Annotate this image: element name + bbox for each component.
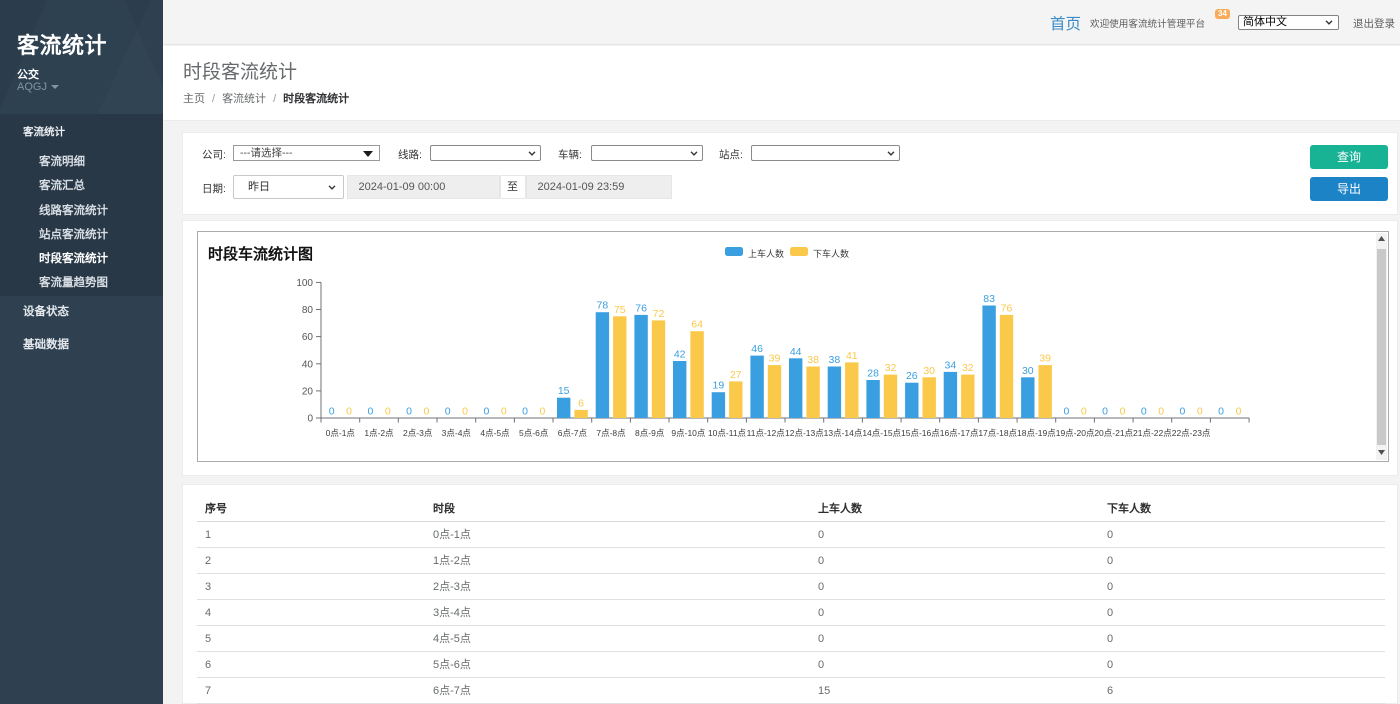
svg-text:2点-3点: 2点-3点 <box>403 428 433 438</box>
svg-text:30: 30 <box>1022 365 1034 377</box>
svg-text:0: 0 <box>501 406 507 418</box>
svg-text:38: 38 <box>807 354 819 366</box>
svg-text:5点-6点: 5点-6点 <box>519 428 549 438</box>
svg-text:75: 75 <box>614 304 626 316</box>
svg-text:28: 28 <box>867 368 879 380</box>
svg-text:17点-18点: 17点-18点 <box>978 428 1017 438</box>
svg-text:4点-5点: 4点-5点 <box>480 428 510 438</box>
svg-text:32: 32 <box>885 362 897 374</box>
svg-text:21点-22点: 21点-22点 <box>1133 428 1172 438</box>
svg-text:20: 20 <box>302 386 314 397</box>
svg-text:6点-7点: 6点-7点 <box>558 428 588 438</box>
svg-text:0: 0 <box>385 406 391 418</box>
svg-text:0: 0 <box>1063 406 1069 418</box>
svg-text:0: 0 <box>367 406 373 418</box>
svg-text:8点-9点: 8点-9点 <box>635 428 665 438</box>
svg-text:0: 0 <box>1197 406 1203 418</box>
svg-text:1点-2点: 1点-2点 <box>364 428 394 438</box>
svg-text:19: 19 <box>713 380 725 392</box>
svg-text:42: 42 <box>674 349 686 361</box>
svg-text:60: 60 <box>302 332 314 343</box>
svg-text:0: 0 <box>406 406 412 418</box>
svg-text:0: 0 <box>522 406 528 418</box>
svg-text:83: 83 <box>983 293 995 305</box>
svg-text:16点-17点: 16点-17点 <box>940 428 979 438</box>
svg-text:0: 0 <box>1102 406 1108 418</box>
svg-text:100: 100 <box>296 278 313 289</box>
svg-text:72: 72 <box>653 308 665 320</box>
svg-text:15点-16点: 15点-16点 <box>901 428 940 438</box>
svg-text:0: 0 <box>1236 406 1242 418</box>
svg-text:11点-12点: 11点-12点 <box>747 428 786 438</box>
svg-text:64: 64 <box>691 319 703 331</box>
svg-text:80: 80 <box>302 305 314 316</box>
svg-text:0: 0 <box>1179 406 1185 418</box>
svg-text:9点-10点: 9点-10点 <box>671 428 706 438</box>
svg-text:7点-8点: 7点-8点 <box>596 428 626 438</box>
svg-text:34: 34 <box>945 359 957 371</box>
svg-text:18点-19点: 18点-19点 <box>1017 428 1056 438</box>
svg-text:3点-4点: 3点-4点 <box>442 428 472 438</box>
svg-text:78: 78 <box>597 300 609 312</box>
svg-text:0: 0 <box>346 406 352 418</box>
svg-text:39: 39 <box>1039 353 1051 365</box>
svg-text:0: 0 <box>445 406 451 418</box>
svg-text:0: 0 <box>1218 406 1224 418</box>
svg-text:0: 0 <box>1158 406 1164 418</box>
svg-text:20点-21点: 20点-21点 <box>1094 428 1133 438</box>
svg-text:44: 44 <box>790 346 802 358</box>
svg-text:76: 76 <box>635 302 647 314</box>
svg-text:0: 0 <box>423 406 429 418</box>
svg-text:76: 76 <box>1001 302 1013 314</box>
svg-text:46: 46 <box>751 343 763 355</box>
svg-text:0: 0 <box>329 406 335 418</box>
svg-text:0: 0 <box>1081 406 1087 418</box>
svg-text:41: 41 <box>846 350 858 362</box>
svg-text:32: 32 <box>962 362 974 374</box>
svg-text:10点-11点: 10点-11点 <box>708 428 747 438</box>
svg-text:13点-14点: 13点-14点 <box>824 428 863 438</box>
svg-text:14点-15点: 14点-15点 <box>862 428 901 438</box>
svg-text:6: 6 <box>578 397 584 409</box>
svg-text:12点-13点: 12点-13点 <box>785 428 824 438</box>
svg-text:15: 15 <box>558 385 570 397</box>
svg-text:27: 27 <box>730 369 742 381</box>
svg-text:0: 0 <box>483 406 489 418</box>
svg-text:0: 0 <box>1141 406 1147 418</box>
svg-text:0点-1点: 0点-1点 <box>326 428 356 438</box>
svg-text:0: 0 <box>539 406 545 418</box>
svg-text:0: 0 <box>307 414 313 425</box>
svg-text:40: 40 <box>302 359 314 370</box>
svg-text:38: 38 <box>829 354 841 366</box>
svg-text:30: 30 <box>923 365 935 377</box>
svg-text:19点-20点: 19点-20点 <box>1056 428 1095 438</box>
svg-text:39: 39 <box>769 353 781 365</box>
svg-text:22点-23点: 22点-23点 <box>1172 428 1211 438</box>
svg-text:26: 26 <box>906 370 918 382</box>
svg-text:0: 0 <box>462 406 468 418</box>
svg-text:0: 0 <box>1120 406 1126 418</box>
